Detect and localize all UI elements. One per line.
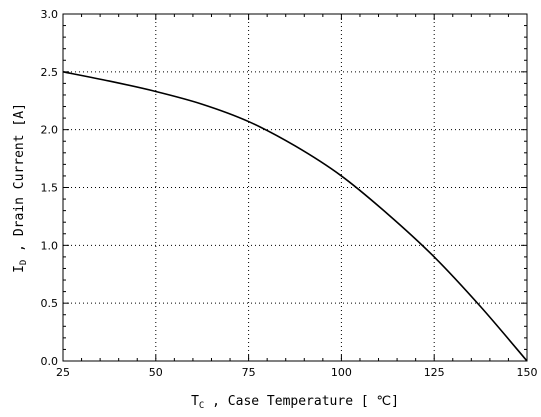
- x-tick-labels: 25 50 75 100 125 150: [56, 366, 538, 379]
- y-axis-title: ID , Drain Current [A]: [12, 103, 29, 273]
- x-tick-label: 150: [517, 366, 538, 379]
- y-tick-label: 2.5: [41, 66, 59, 79]
- y-tick-label: 0.5: [41, 297, 59, 310]
- y-tick-label: 3.0: [41, 8, 59, 21]
- x-tick-label: 75: [242, 366, 256, 379]
- y-tick-label: 1.0: [41, 239, 59, 252]
- x-tick-label: 125: [424, 366, 445, 379]
- plot-frame: [62, 13, 528, 362]
- drain-current-curve: [62, 71, 528, 362]
- y-tick-labels: 0.0 0.5 1.0 1.5 2.0 2.5 3.0: [41, 8, 59, 368]
- y-tick-label: 0.0: [41, 355, 59, 368]
- x-tick-label: 100: [331, 366, 352, 379]
- y-tick-label: 1.5: [41, 182, 59, 195]
- x-tick-label: 50: [149, 366, 163, 379]
- y-tick-label: 2.0: [41, 124, 59, 137]
- x-tick-label: 25: [56, 366, 70, 379]
- x-axis-title: TC , Case Temperature [ ℃]: [191, 394, 399, 411]
- grid-lines: [63, 14, 527, 361]
